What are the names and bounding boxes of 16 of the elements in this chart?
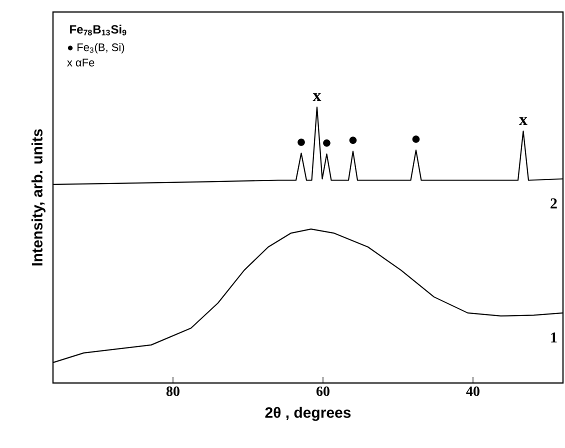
annotation: x xyxy=(312,93,322,101)
x-tick-label: 60 xyxy=(316,386,330,396)
annotation: ● xyxy=(349,136,357,144)
series-label: 1 xyxy=(551,332,557,342)
annotation: x xyxy=(519,117,528,125)
x-tick-label: 80 xyxy=(166,386,180,396)
x-tick-label: 40 xyxy=(466,386,480,396)
x-axis-title: 2θ , degrees xyxy=(265,406,351,421)
text: x αFe xyxy=(67,58,94,66)
annotation: ● xyxy=(298,138,305,146)
annotation: ● xyxy=(323,139,330,147)
annotation: ● xyxy=(412,136,420,143)
text: ● Fe$_{3}$(B, Si) xyxy=(68,43,124,54)
y-axis-title: Intensity, arb. units xyxy=(31,129,46,266)
series-label: 2 xyxy=(550,198,557,208)
chart-title: Fe$_{78}$B$_{13}$Si$_{9}$ xyxy=(70,24,126,36)
